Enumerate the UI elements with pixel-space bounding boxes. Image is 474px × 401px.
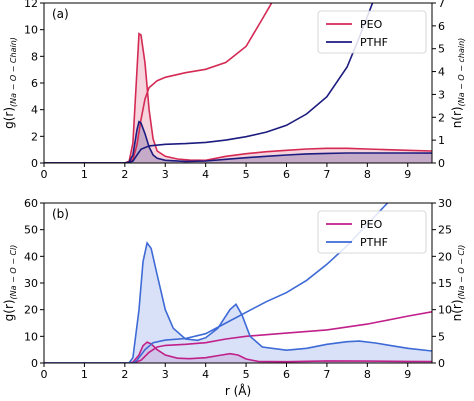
panel-b-legend-label-peo: PEO (360, 218, 383, 231)
panel-a-x-tick-label: 6 (283, 168, 290, 181)
panel-b-pthf-g-line (44, 241, 432, 363)
panel-a-pthf-g-line (44, 120, 432, 163)
panel-a-ylabel-right: n(r)(Na − O − chain) (450, 38, 466, 129)
panel-a-ylabel-left: g(r)(Na − O − Chain) (2, 37, 18, 129)
panel-a-y-right-tick-label: 0 (438, 157, 445, 170)
panel-b-x-tick-label: 8 (364, 368, 371, 381)
panel-b-ylabel-left: g(r)(Na − O − Cl) (2, 245, 18, 322)
panel-a-x-tick-label: 4 (202, 168, 209, 181)
panel-b-peo-n-line (44, 311, 432, 363)
panel-b-y-left-tick-label: 60 (24, 197, 38, 210)
panel-b-y-left-tick-label: 40 (24, 250, 38, 263)
panel-a-y-left-tick-label: 12 (24, 0, 38, 10)
panel-a-peo-g-line (44, 32, 432, 163)
panel-a-plot-area (44, 3, 432, 163)
panel-a-pthf-g-fill (44, 121, 432, 163)
panel-b-x-tick-label: 6 (283, 368, 290, 381)
panel-b-y-left-tick-label: 20 (24, 304, 38, 317)
panel-b-legend-label-pthf: PTHF (360, 236, 388, 249)
panel-b-x-tick-label: 0 (41, 368, 48, 381)
panel-b-y-right-tick-label: 15 (438, 277, 452, 290)
panel-a-x-tick-label: 7 (323, 168, 330, 181)
panel-a-y-right-tick-label: 6 (438, 20, 445, 33)
panel-a-y-left-tick-label: 8 (31, 50, 38, 63)
panel-b-y-right-tick-label: 25 (438, 224, 452, 237)
panel-a-y-left-tick-label: 10 (24, 24, 38, 37)
panel-a-label: (a) (52, 7, 69, 21)
panel-b-peo-g-fill (44, 342, 432, 363)
panel-b: 0 1 2 3 4 5 6 7 8 9 0 10 20 30 40 50 60 0 5 10 15 20 25 30 (b) g(… (2, 197, 466, 398)
panel-a-x-tick-label: 8 (364, 168, 371, 181)
panel-a-y-right-tick-label: 1 (438, 134, 445, 147)
panel-a-y-left-tick-label: 6 (31, 77, 38, 90)
panel-a-x-tick-label: 5 (243, 168, 250, 181)
panel-b-ylabel-right: n(r)(Na − O − Cl) (450, 245, 466, 322)
panel-b-x-tick-label: 9 (404, 368, 411, 381)
panel-b-y-left-tick-label: 10 (24, 330, 38, 343)
panel-a-y-left-tick-label: 4 (31, 104, 38, 117)
panel-b-xlabel: r (Å) (225, 383, 251, 398)
panel-a-y-right-tick-label: 2 (438, 111, 445, 124)
panel-b-label: (b) (52, 207, 69, 221)
panel-a-x-tick-label: 0 (41, 168, 48, 181)
panel-b-legend: PEO PTHF (317, 210, 427, 254)
panel-a-y-right-tick-label: 5 (438, 43, 445, 56)
panel-b-x-tick-label: 3 (162, 368, 169, 381)
panel-b-y-left-tick-label: 30 (24, 277, 38, 290)
panel-a-y-right-tick-label: 7 (438, 0, 445, 10)
panel-a-x-tick-label: 3 (162, 168, 169, 181)
panel-b-plot-area (44, 203, 432, 363)
panel-b-x-tick-label: 1 (81, 368, 88, 381)
panel-a-peo-n-line (44, 3, 273, 163)
panel-a-x-tick-label: 9 (404, 168, 411, 181)
panel-b-y-right-tick-label: 20 (438, 250, 452, 263)
panel-b-y-right-tick-label: 0 (438, 357, 445, 370)
panel-a-x-tick-label: 2 (121, 168, 128, 181)
panel-a-peo-g-fill (44, 33, 432, 163)
panel-b-y-right-tick-label: 5 (438, 330, 445, 343)
panel-b-x-tick-label: 4 (202, 368, 209, 381)
panel-b-y-right-tick-label: 30 (438, 197, 452, 210)
panel-a-pthf-n-line (44, 3, 374, 163)
panel-a-legend: PEO PTHF (317, 10, 427, 54)
panel-b-pthf-n-line (44, 203, 389, 363)
panel-b-peo-g-line (44, 341, 432, 363)
panel-b-pthf-g-fill (44, 243, 432, 363)
panel-a-legend-label-pthf: PTHF (360, 36, 388, 49)
panel-a-x-tick-label: 1 (81, 168, 88, 181)
panel-b-x-tick-label: 2 (121, 368, 128, 381)
panel-b-x-tick-label: 7 (323, 368, 330, 381)
panel-b-x-tick-label: 5 (243, 368, 250, 381)
panel-a-legend-label-peo: PEO (360, 18, 383, 31)
panel-a-y-left-tick-label: 0 (31, 157, 38, 170)
panel-b-y-left-tick-label: 50 (24, 224, 38, 237)
panel-b-y-left-tick-label: 0 (31, 357, 38, 370)
panel-a-y-right-tick-label: 4 (438, 66, 445, 79)
panel-a-y-right-tick-label: 3 (438, 88, 445, 101)
panel-b-y-right-tick-label: 10 (438, 304, 452, 317)
panel-a-y-left-tick-label: 2 (31, 130, 38, 143)
